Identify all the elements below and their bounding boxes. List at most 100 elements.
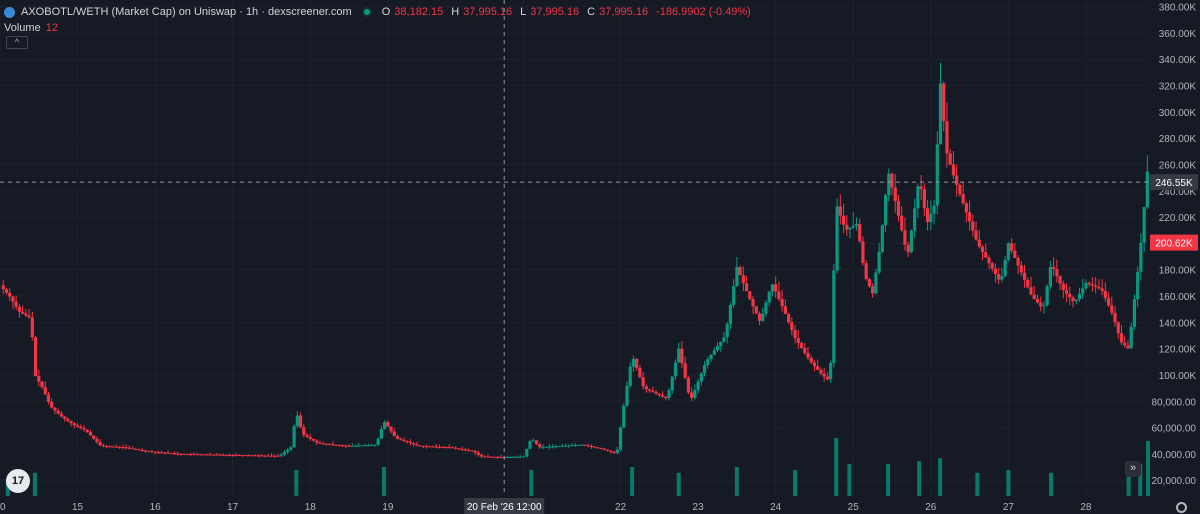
- candle-body: [987, 257, 991, 264]
- candle-body: [124, 447, 128, 449]
- candle-body: [551, 446, 555, 448]
- candle-body: [444, 447, 448, 449]
- time-tick-label: 26: [925, 502, 937, 513]
- candle-body: [757, 313, 762, 321]
- candle-body: [1110, 305, 1114, 313]
- candle-body: [492, 456, 497, 458]
- candle-body: [185, 454, 190, 456]
- crosshair-price-label: 246.55K: [1155, 178, 1193, 189]
- volume-value: 12: [45, 22, 58, 34]
- candle-body: [253, 455, 257, 457]
- candle-body: [961, 194, 965, 204]
- candle-body: [1090, 284, 1095, 286]
- candle-body: [667, 390, 671, 399]
- candle-body: [955, 175, 959, 185]
- candle-body: [774, 284, 778, 292]
- candle-body: [761, 313, 765, 321]
- time-tick-label: 19: [382, 502, 394, 513]
- candles: [1, 62, 1149, 459]
- price-tick-label: 340.00K: [1159, 55, 1197, 66]
- candle-body: [967, 212, 972, 222]
- candle-body: [305, 434, 309, 437]
- price-axis: 20,000.00 40,000.00 60,000.00 80,000.00 100.…: [1150, 3, 1198, 487]
- candle-body: [72, 423, 76, 426]
- candle-body: [673, 362, 678, 377]
- candle-body: [812, 362, 817, 367]
- candle-body: [231, 454, 235, 456]
- candle-body: [609, 450, 613, 452]
- candle-body: [56, 410, 60, 414]
- candle-body: [130, 448, 135, 450]
- candle-body: [240, 455, 244, 457]
- candle-body: [1022, 272, 1027, 280]
- candle-body: [877, 251, 881, 273]
- volume-bar: [917, 461, 922, 496]
- candle-body: [744, 283, 749, 292]
- scroll-to-realtime-button[interactable]: »: [1125, 461, 1141, 477]
- candle-body: [660, 395, 665, 397]
- candle-body: [415, 444, 419, 446]
- collapse-legend-button[interactable]: ^: [6, 36, 28, 49]
- candle-body: [350, 445, 354, 447]
- candle-body: [17, 306, 21, 312]
- candle-body: [467, 449, 471, 451]
- volume-bar: [1138, 464, 1143, 496]
- candle-body: [725, 324, 729, 338]
- candle-body: [690, 392, 694, 398]
- candle-body: [363, 445, 367, 447]
- candle-body: [269, 455, 274, 457]
- volume-bar: [1006, 469, 1011, 496]
- candle-body: [376, 438, 380, 445]
- candle-body: [50, 401, 54, 408]
- candle-body: [635, 358, 639, 369]
- tradingview-logo[interactable]: 17: [6, 469, 30, 493]
- candle-body: [150, 451, 154, 453]
- candle-body: [69, 421, 73, 424]
- candle-body: [311, 438, 316, 441]
- candle-body: [218, 454, 222, 456]
- candle-body: [531, 440, 535, 442]
- candle-body: [1087, 282, 1091, 285]
- candle-body: [463, 449, 468, 451]
- symbol-legend: AXOBOTL/WETH (Market Cap) on Uniswap · 1…: [4, 6, 755, 18]
- volume-bar: [630, 467, 635, 496]
- candle-body: [618, 427, 623, 450]
- candle-body: [683, 363, 687, 378]
- candle-body: [14, 301, 18, 307]
- candle-body: [719, 341, 723, 347]
- price-tick-label: 360.00K: [1159, 29, 1197, 40]
- candle-body: [1039, 302, 1043, 307]
- candle-body: [302, 427, 306, 435]
- candle-body: [1032, 294, 1036, 299]
- candle-body: [722, 337, 726, 342]
- candle-body: [437, 446, 442, 448]
- candle-body: [599, 447, 603, 449]
- candle-body: [331, 444, 335, 446]
- candle-body: [21, 311, 25, 314]
- candle-body: [370, 444, 374, 446]
- candle-body: [767, 291, 771, 303]
- candle-body: [664, 396, 668, 399]
- candle-body: [1061, 283, 1065, 291]
- candle-body: [693, 389, 697, 398]
- candle-body: [838, 206, 842, 216]
- candle-body: [796, 338, 800, 344]
- candle-body: [286, 449, 290, 453]
- candle-body: [809, 357, 813, 363]
- candle-body: [654, 392, 658, 394]
- ohlc-close-value: 37,995.16: [599, 6, 649, 18]
- candle-body: [499, 457, 503, 459]
- candle-body: [903, 230, 907, 245]
- settings-gear-icon[interactable]: [1176, 502, 1187, 513]
- candle-body: [114, 446, 118, 448]
- candle-body: [143, 450, 148, 452]
- price-tick-label: 160.00K: [1159, 292, 1197, 303]
- candle-body: [298, 415, 303, 428]
- candle-body: [1016, 258, 1020, 266]
- candle-body: [1113, 312, 1117, 323]
- price-tick-label: 220.00K: [1159, 213, 1197, 224]
- volume-bar: [834, 438, 839, 496]
- candle-body: [832, 270, 836, 364]
